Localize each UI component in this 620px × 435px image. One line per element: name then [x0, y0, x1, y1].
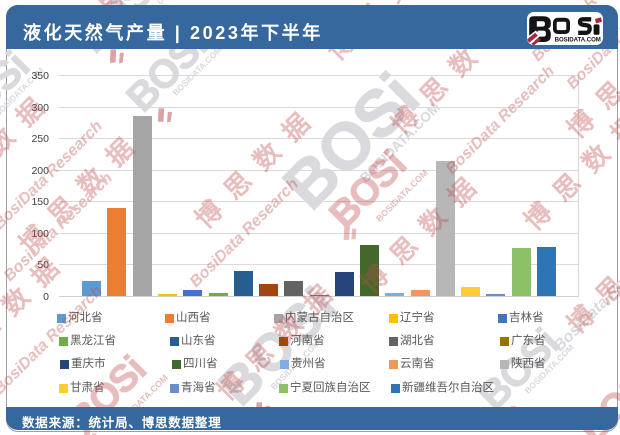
svg-text:BosiData Research: BosiData Research [551, 240, 620, 355]
svg-text:BOSIDATA.COM: BOSIDATA.COM [555, 37, 601, 44]
